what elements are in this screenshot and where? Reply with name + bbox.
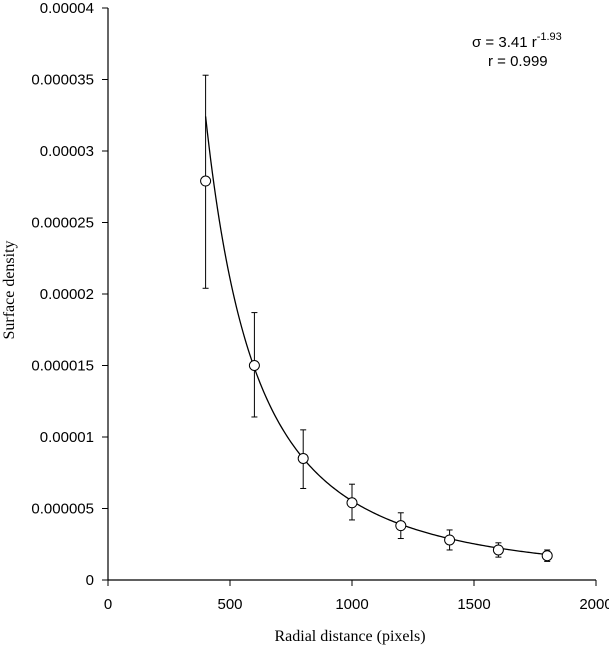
y-tick-label: 0.000025 xyxy=(31,215,94,232)
point-marker xyxy=(200,175,212,187)
data-point xyxy=(248,312,260,418)
x-axis-title: Radial distance (pixels) xyxy=(274,628,425,645)
data-point xyxy=(200,74,212,289)
point-marker xyxy=(541,550,553,562)
y-tick-label: 0.00003 xyxy=(40,143,94,160)
fit-equation-base: σ = 3.41 r xyxy=(472,34,537,51)
data-point xyxy=(541,549,553,562)
y-tick-label: 0.00002 xyxy=(40,286,94,303)
fit-equation-exponent: -1.93 xyxy=(537,31,562,43)
point-marker xyxy=(492,544,504,556)
y-tick-label: 0.00001 xyxy=(40,429,94,446)
fit-correlation: r = 0.999 xyxy=(488,53,548,70)
x-tick-label: 2000 xyxy=(579,596,609,613)
ticks: 0 500 1000 1500 2000 0 0.000005 0.00001 0.000015… xyxy=(31,0,609,613)
x-tick-label: 1000 xyxy=(335,596,368,613)
data-point xyxy=(297,429,309,489)
data-point xyxy=(395,512,407,540)
point-marker xyxy=(346,497,358,509)
point-marker xyxy=(444,534,456,546)
point-marker xyxy=(297,452,309,464)
fit-curve-layer xyxy=(204,116,548,556)
data-point xyxy=(492,542,504,558)
y-tick-label: 0 xyxy=(86,572,94,589)
x-tick-label: 500 xyxy=(217,596,242,613)
data-point xyxy=(346,483,358,521)
x-tick-label: 0 xyxy=(104,596,112,613)
y-axis-title: Surface density xyxy=(1,240,18,339)
fit-curve xyxy=(204,116,548,556)
fit-equation: σ = 3.41 r-1.93 xyxy=(472,31,562,51)
point-marker xyxy=(248,360,260,371)
y-tick-label: 0.000005 xyxy=(31,501,94,518)
y-tick-label: 0.000015 xyxy=(31,358,94,375)
y-tick-label: 0.00004 xyxy=(40,0,94,17)
x-tick-label: 1500 xyxy=(457,596,490,613)
data-points-layer xyxy=(200,74,553,562)
y-tick-label: 0.000035 xyxy=(31,72,94,89)
fit-annotation: σ = 3.41 r-1.93 r = 0.999 xyxy=(472,31,562,70)
point-marker xyxy=(395,520,407,532)
data-point xyxy=(444,529,456,551)
